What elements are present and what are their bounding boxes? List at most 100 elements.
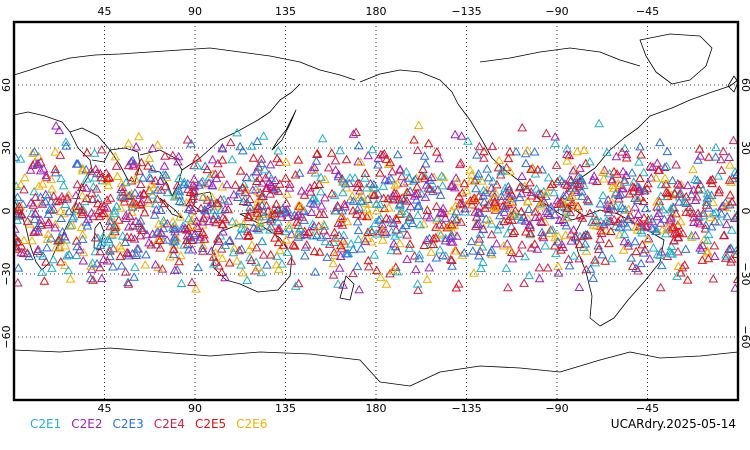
observation-marker — [265, 189, 276, 198]
observation-marker — [179, 179, 190, 189]
observation-marker — [585, 264, 596, 273]
observation-marker — [275, 245, 285, 255]
observation-marker — [451, 173, 461, 182]
observation-marker — [105, 251, 115, 261]
observation-marker — [235, 185, 245, 195]
observation-marker — [391, 188, 402, 198]
observation-marker — [587, 217, 597, 226]
observation-marker — [554, 215, 565, 225]
observation-marker — [386, 173, 396, 183]
observation-marker — [695, 179, 706, 189]
observation-marker — [693, 155, 703, 164]
lat-tick-label-right: 30 — [739, 141, 750, 155]
observation-marker — [645, 161, 656, 171]
observation-marker — [197, 243, 208, 253]
observation-marker — [329, 190, 340, 200]
observation-marker — [96, 273, 107, 283]
observation-marker — [265, 214, 276, 224]
observation-marker — [388, 191, 399, 200]
observation-marker — [150, 175, 161, 185]
observation-marker — [121, 213, 132, 222]
observation-marker — [335, 145, 346, 155]
observation-marker — [147, 164, 158, 173]
observation-marker — [652, 201, 662, 211]
observation-marker — [116, 261, 127, 270]
observation-marker — [243, 212, 254, 222]
observation-marker — [242, 231, 253, 240]
observation-marker — [438, 172, 449, 182]
observation-marker — [121, 177, 131, 187]
observation-marker — [248, 153, 259, 162]
observation-marker — [312, 226, 322, 235]
observation-marker — [400, 220, 411, 230]
observation-marker — [577, 186, 587, 196]
observation-marker — [373, 159, 383, 169]
observation-marker — [491, 238, 502, 248]
observation-marker — [29, 214, 40, 223]
observation-marker — [642, 234, 653, 244]
observation-marker — [436, 207, 447, 216]
observation-marker — [330, 165, 341, 174]
observation-marker — [616, 213, 626, 223]
observation-marker — [718, 146, 729, 156]
observation-marker — [631, 246, 642, 256]
observation-marker — [656, 246, 667, 256]
observation-marker — [501, 263, 512, 272]
observation-marker — [506, 221, 517, 231]
observation-marker — [369, 250, 380, 259]
observation-marker — [619, 229, 630, 239]
observation-marker — [62, 251, 72, 260]
observation-marker — [550, 232, 561, 242]
observation-marker — [381, 279, 392, 288]
observation-marker — [139, 207, 150, 217]
observation-marker — [285, 179, 295, 188]
observation-marker — [330, 155, 341, 165]
observation-marker — [48, 254, 59, 264]
observation-marker — [482, 164, 492, 173]
observation-marker — [352, 182, 363, 192]
observation-marker — [324, 239, 335, 248]
observation-marker — [81, 174, 92, 183]
coast-canada-arctic — [479, 47, 641, 67]
observation-marker — [14, 202, 25, 211]
observation-marker — [428, 186, 438, 196]
observation-marker — [128, 161, 139, 170]
observation-marker — [140, 259, 151, 269]
observation-marker — [258, 131, 269, 140]
observation-marker — [98, 231, 109, 241]
observation-marker — [549, 187, 559, 197]
observation-marker — [169, 191, 180, 201]
observation-marker — [580, 229, 591, 239]
observation-marker — [72, 179, 83, 189]
observation-marker — [459, 247, 470, 257]
observation-marker — [440, 213, 451, 222]
observation-marker — [360, 236, 371, 245]
observation-marker — [286, 229, 297, 239]
lat-tick-label-right: −30 — [739, 262, 750, 285]
lon-tick-label-top: −90 — [545, 5, 568, 18]
observation-marker — [367, 144, 378, 154]
observation-marker — [483, 172, 494, 182]
observation-marker — [683, 180, 693, 190]
observation-marker — [320, 192, 330, 202]
observation-marker — [339, 199, 350, 208]
observation-marker — [348, 244, 358, 254]
observation-marker — [610, 201, 621, 211]
observation-marker — [401, 166, 412, 176]
observation-marker — [187, 221, 198, 230]
observation-marker — [623, 204, 634, 213]
observation-marker — [85, 273, 96, 283]
observation-marker — [37, 267, 47, 276]
observation-marker — [165, 251, 175, 261]
observation-marker — [609, 166, 619, 176]
observation-marker — [655, 250, 665, 259]
observation-marker — [371, 205, 382, 215]
observation-marker — [708, 197, 718, 207]
observation-marker — [208, 252, 219, 261]
observation-marker — [424, 262, 435, 272]
observation-marker — [168, 216, 178, 226]
observation-marker — [77, 165, 88, 175]
observation-marker — [294, 168, 305, 177]
observation-marker — [326, 148, 337, 157]
observation-marker — [14, 192, 23, 201]
